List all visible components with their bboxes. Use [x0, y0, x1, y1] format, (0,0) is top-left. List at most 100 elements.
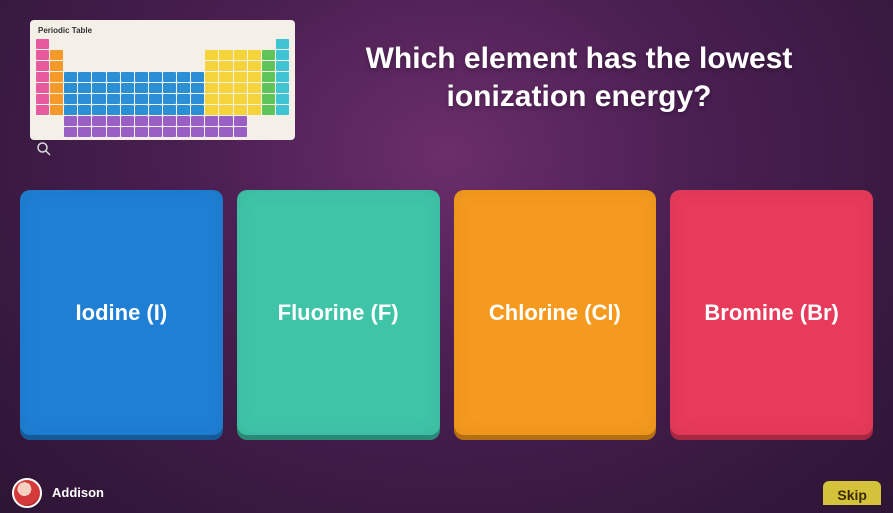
pt-cell — [78, 61, 91, 71]
pt-cell — [177, 61, 190, 71]
answer-option-0[interactable]: Iodine (I) — [20, 190, 223, 435]
pt-cell — [191, 105, 204, 115]
pt-cell — [248, 39, 261, 49]
pt-cell — [191, 39, 204, 49]
pt-cell — [149, 94, 162, 104]
pt-cell — [248, 127, 261, 137]
question-image-periodic-table[interactable]: Periodic Table — [30, 20, 295, 140]
pt-cell — [50, 116, 63, 126]
pt-cell — [205, 94, 218, 104]
pt-cell — [149, 105, 162, 115]
answer-label: Fluorine (F) — [278, 300, 399, 326]
pt-cell — [92, 72, 105, 82]
pt-cell — [234, 116, 247, 126]
pt-cell — [121, 39, 134, 49]
pt-cell — [78, 72, 91, 82]
pt-cell — [205, 116, 218, 126]
pt-cell — [276, 116, 289, 126]
pt-cell — [248, 83, 261, 93]
answer-option-2[interactable]: Chlorine (Cl) — [454, 190, 657, 435]
magnifier-icon[interactable] — [36, 141, 52, 162]
pt-cell — [50, 61, 63, 71]
pt-cell — [149, 116, 162, 126]
answer-label: Bromine (Br) — [704, 300, 838, 326]
pt-cell — [36, 39, 49, 49]
question-text: Which element has the lowest ionization … — [315, 20, 863, 115]
question-area: Periodic Table Which element has the low… — [0, 0, 893, 150]
pt-cell — [191, 116, 204, 126]
pt-cell — [163, 39, 176, 49]
pt-cell — [191, 50, 204, 60]
pt-cell — [50, 50, 63, 60]
pt-cell — [121, 61, 134, 71]
pt-cell — [219, 83, 232, 93]
pt-cell — [262, 72, 275, 82]
pt-cell — [36, 116, 49, 126]
pt-cell — [191, 94, 204, 104]
pt-cell — [135, 94, 148, 104]
pt-cell — [78, 39, 91, 49]
pt-cell — [177, 83, 190, 93]
pt-cell — [78, 127, 91, 137]
pt-cell — [205, 50, 218, 60]
pt-cell — [149, 39, 162, 49]
pt-cell — [64, 83, 77, 93]
pt-cell — [276, 94, 289, 104]
pt-cell — [276, 127, 289, 137]
pt-cell — [36, 50, 49, 60]
pt-cell — [78, 83, 91, 93]
player-avatar[interactable] — [12, 478, 42, 508]
answer-label: Iodine (I) — [76, 300, 168, 326]
pt-cell — [234, 39, 247, 49]
pt-cell — [149, 50, 162, 60]
pt-cell — [36, 83, 49, 93]
pt-cell — [92, 61, 105, 71]
pt-cell — [78, 94, 91, 104]
pt-cell — [205, 83, 218, 93]
pt-cell — [177, 50, 190, 60]
player-name: Addison — [52, 486, 104, 500]
pt-cell — [50, 94, 63, 104]
pt-cell — [107, 39, 120, 49]
pt-cell — [205, 105, 218, 115]
pt-cell — [276, 83, 289, 93]
pt-cell — [248, 105, 261, 115]
pt-cell — [36, 94, 49, 104]
pt-cell — [135, 105, 148, 115]
pt-cell — [149, 72, 162, 82]
pt-cell — [36, 61, 49, 71]
pt-cell — [92, 94, 105, 104]
pt-cell — [50, 127, 63, 137]
skip-button[interactable]: Skip — [823, 481, 881, 505]
pt-cell — [121, 105, 134, 115]
pt-cell — [135, 61, 148, 71]
pt-cell — [177, 116, 190, 126]
answer-option-3[interactable]: Bromine (Br) — [670, 190, 873, 435]
pt-cell — [135, 83, 148, 93]
pt-cell — [92, 127, 105, 137]
pt-cell — [234, 61, 247, 71]
pt-cell — [64, 61, 77, 71]
pt-cell — [248, 72, 261, 82]
pt-cell — [191, 83, 204, 93]
answer-option-1[interactable]: Fluorine (F) — [237, 190, 440, 435]
pt-cell — [234, 94, 247, 104]
pt-cell — [262, 116, 275, 126]
answer-label: Chlorine (Cl) — [489, 300, 621, 326]
pt-cell — [149, 83, 162, 93]
pt-cell — [64, 72, 77, 82]
pt-cell — [219, 94, 232, 104]
pt-cell — [149, 61, 162, 71]
answers-row: Iodine (I) Fluorine (F) Chlorine (Cl) Bromi… — [0, 150, 893, 435]
pt-cell — [262, 105, 275, 115]
pt-cell — [64, 94, 77, 104]
pt-cell — [219, 116, 232, 126]
pt-cell — [276, 105, 289, 115]
pt-cell — [276, 72, 289, 82]
pt-cell — [64, 39, 77, 49]
pt-cell — [64, 116, 77, 126]
pt-cell — [177, 72, 190, 82]
pt-cell — [50, 83, 63, 93]
pt-cell — [107, 61, 120, 71]
pt-cell — [177, 127, 190, 137]
